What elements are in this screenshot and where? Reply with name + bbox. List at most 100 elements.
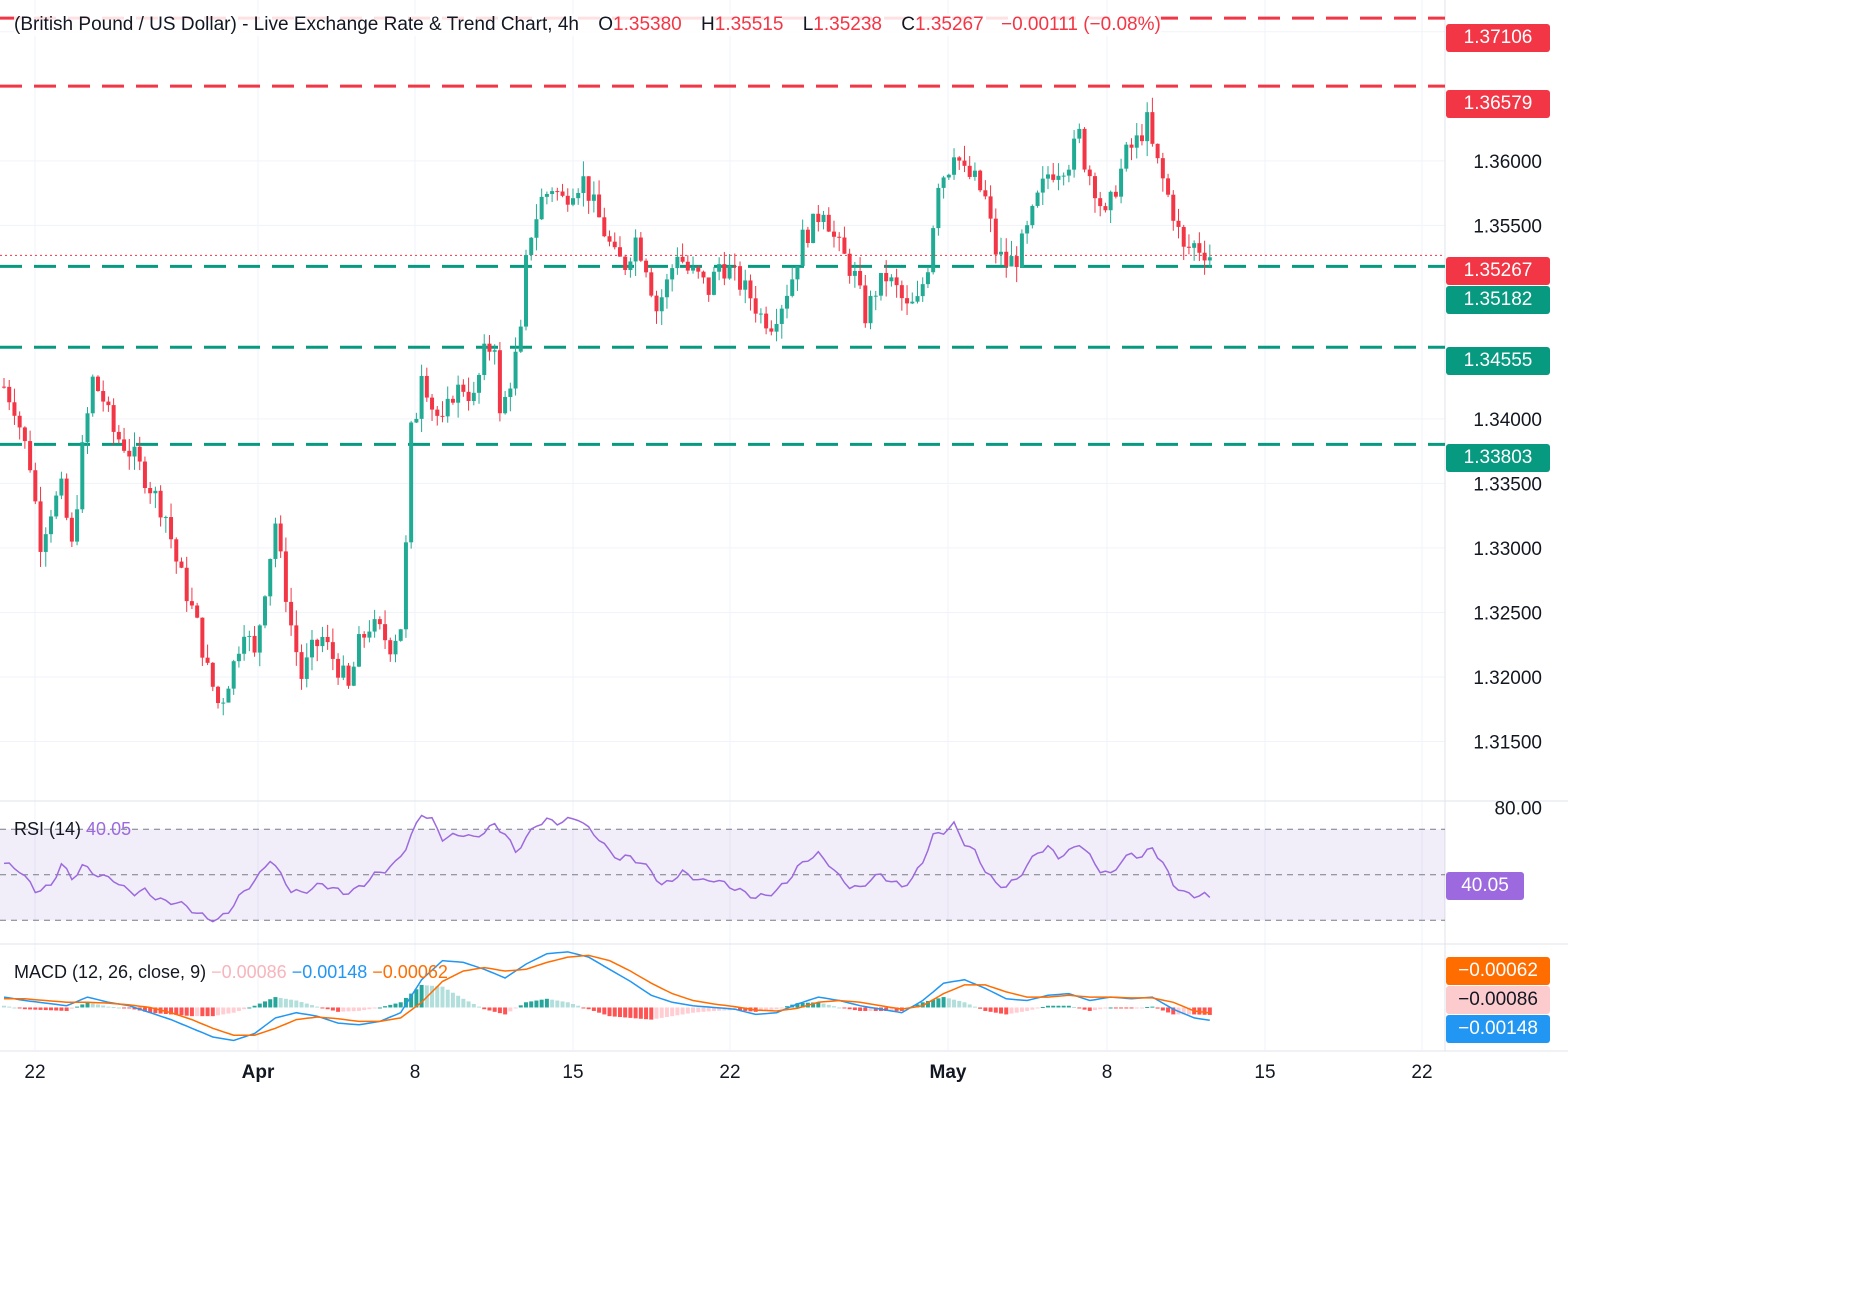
candle-body (1009, 256, 1014, 267)
low-label: L (802, 14, 814, 35)
macd-histogram-bar (377, 1007, 382, 1009)
date-tick-label: 22 (24, 1062, 45, 1083)
macd-histogram-bar (263, 1001, 267, 1008)
macd-histogram-bar (445, 989, 450, 1008)
candle-body (367, 631, 372, 638)
candle-body (435, 409, 440, 416)
macd-histogram-bar (503, 1007, 508, 1015)
macd-histogram-bar (75, 1006, 80, 1008)
price-tick-label: 1.32000 (1473, 668, 1542, 689)
macd-histogram-bar (738, 1007, 743, 1011)
candle-body (137, 446, 142, 462)
candle-body (1155, 143, 1160, 159)
macd-histogram-bar (184, 1007, 189, 1016)
candle-body (899, 285, 904, 299)
macd-histogram-bar (309, 1005, 314, 1008)
macd-histogram-bar (1046, 1005, 1050, 1008)
macd-histogram-bar (1139, 1007, 1144, 1009)
candle-body (894, 277, 899, 286)
candle-body (122, 439, 127, 451)
macd-histogram-bar (711, 1007, 716, 1011)
candle-body (393, 640, 398, 655)
macd-histogram-bar (1150, 1006, 1155, 1008)
macd-histogram-bar (1166, 1007, 1171, 1013)
macd-histogram-bar (1082, 1007, 1087, 1010)
candle-body (576, 192, 581, 199)
macd-histogram-bar (597, 1007, 602, 1013)
macd-histogram-bar (330, 1007, 335, 1011)
candle-body (111, 405, 116, 432)
macd-histogram-bar (962, 1002, 967, 1008)
low-value: 1.35238 (813, 14, 882, 35)
macd-histogram-bar (691, 1007, 696, 1013)
date-tick-label: 8 (1102, 1062, 1113, 1083)
macd-histogram-bar (414, 989, 419, 1008)
candle-body (283, 551, 288, 602)
candle-body (565, 195, 570, 205)
macd-histogram-bar (179, 1007, 184, 1016)
macd-histogram-bar (90, 1003, 95, 1008)
candle-body (534, 219, 539, 238)
candle-body (612, 241, 617, 248)
macd-histogram-bar (122, 1007, 127, 1009)
macd-histogram-bar (999, 1007, 1004, 1014)
level-tag-support-2: 1.34555 (1446, 347, 1550, 375)
candle-body (1145, 112, 1150, 142)
macd-histogram-bar (946, 998, 951, 1008)
macd-histogram-bar (816, 1002, 821, 1008)
macd-histogram-bar (153, 1007, 158, 1014)
macd-histogram-bar (1181, 1007, 1186, 1015)
candle-body (826, 214, 831, 232)
price-tick-label: 1.36000 (1473, 152, 1542, 173)
price-tick-label: 1.31500 (1473, 732, 1542, 753)
candle-body (346, 665, 351, 686)
candle-body (675, 256, 680, 269)
candle-body (273, 523, 278, 559)
candle-body (967, 165, 972, 177)
candle-body (1150, 112, 1155, 144)
macd-histogram-bar (758, 1007, 763, 1012)
macd-histogram-bar (983, 1007, 988, 1011)
candle-body (1124, 144, 1129, 169)
macd-histogram-bar (195, 1007, 200, 1017)
macd-histogram-bar (623, 1007, 628, 1018)
price-chart[interactable]: 1.31500 1.32000 1.32500 1.33000 1.33500 1.340… (0, 0, 1568, 1094)
candle-body (184, 567, 189, 602)
candle-body (263, 596, 267, 626)
candle-body (748, 280, 753, 299)
macd-histogram-bar (931, 999, 936, 1008)
macd-histogram-bar (236, 1007, 241, 1011)
macd-histogram-bar (95, 1004, 100, 1008)
candle-body (988, 196, 993, 219)
macd-histogram-bar (174, 1007, 179, 1015)
macd-histogram-bar (85, 1002, 90, 1008)
macd-histogram-bar (487, 1007, 492, 1011)
macd-histogram-bar (456, 995, 461, 1008)
macd-histogram-bar (268, 999, 273, 1008)
candle-body (95, 376, 100, 392)
candle-body (1176, 220, 1181, 227)
macd-histogram-bar (800, 1002, 805, 1008)
macd-histogram-bar (1056, 1005, 1061, 1008)
candle-body (685, 261, 690, 271)
candle-body (1207, 257, 1212, 261)
candle-body (993, 218, 998, 255)
macd-histogram-bar (560, 1001, 565, 1008)
candle-body (1181, 226, 1186, 247)
candle-body (915, 296, 920, 302)
candle-body (414, 418, 419, 423)
change-value: −0.00111 (−0.08%) (1000, 14, 1161, 35)
rsi-value-tag: 40.05 (1446, 872, 1524, 900)
macd-histogram-bar (12, 1007, 17, 1009)
candle-body (388, 640, 393, 655)
candle-body (680, 256, 685, 262)
candle-body (1092, 176, 1097, 199)
candle-body (398, 629, 403, 641)
macd-histogram-bar (717, 1007, 722, 1011)
macd-histogram-bar (534, 1000, 539, 1008)
candle-body (424, 375, 429, 398)
candle-body (497, 350, 502, 414)
candle-body (717, 264, 722, 272)
macd-histogram-bar (315, 1006, 320, 1008)
macd-histogram-bar (1145, 1007, 1150, 1009)
